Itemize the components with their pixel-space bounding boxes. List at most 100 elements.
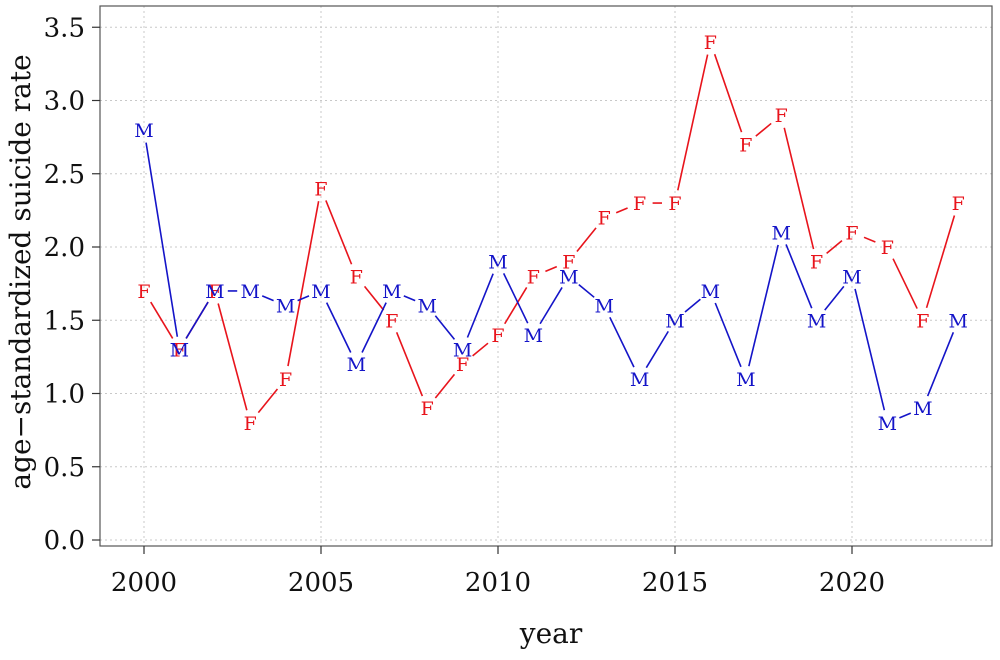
series-line-segment xyxy=(472,342,489,357)
series-line-segment xyxy=(403,295,416,302)
y-tick-label: 1.5 xyxy=(44,306,85,336)
x-tick-label: 2010 xyxy=(465,568,531,598)
y-tick-label: 3.0 xyxy=(44,87,85,117)
series-line-segment xyxy=(361,302,387,353)
series-line-segment xyxy=(185,301,209,339)
series-line-segment xyxy=(713,53,743,133)
data-point-m: M xyxy=(807,310,826,332)
y-axis-title: age−standardized suicide rate xyxy=(4,54,37,489)
data-point-f: F xyxy=(775,105,788,127)
y-tick-label: 0.5 xyxy=(44,453,85,483)
series-line-segment xyxy=(217,303,248,411)
data-point-f: F xyxy=(881,237,894,259)
data-point-m: M xyxy=(842,266,861,288)
data-point-m: M xyxy=(771,222,790,244)
series-line-segment xyxy=(150,301,174,339)
series-line-segment xyxy=(892,258,918,309)
series-line-segment xyxy=(504,287,528,325)
data-point-f: F xyxy=(350,266,363,288)
data-point-m: M xyxy=(948,310,967,332)
y-tick-label: 0.0 xyxy=(44,526,85,556)
x-tick-label: 2005 xyxy=(288,568,354,598)
data-point-m: M xyxy=(665,310,684,332)
data-point-f: F xyxy=(810,252,823,274)
series-line-segment xyxy=(714,302,742,368)
series-line-segment xyxy=(287,201,320,367)
grid-lines xyxy=(100,6,992,546)
data-point-f: F xyxy=(668,193,681,215)
x-tick-label: 2015 xyxy=(642,568,708,598)
series-line-segment xyxy=(261,295,274,302)
data-point-m: M xyxy=(240,281,259,303)
data-point-f: F xyxy=(208,281,221,303)
data-point-m: M xyxy=(205,281,224,303)
data-point-m: M xyxy=(630,369,649,391)
series-line-segment xyxy=(785,244,813,309)
series-line-segment xyxy=(502,273,529,324)
series-line-segment xyxy=(926,332,955,397)
data-point-f: F xyxy=(845,222,858,244)
data-point-f: F xyxy=(562,252,575,274)
y-tick-label: 2.5 xyxy=(44,160,85,190)
data-point-f: F xyxy=(633,193,646,215)
series-line-segment xyxy=(325,302,352,353)
series-line-segment xyxy=(434,373,456,399)
data-point-f: F xyxy=(739,134,752,156)
data-point-m: M xyxy=(453,340,472,362)
data-point-f: F xyxy=(527,266,540,288)
x-axis: 2000 2005 2010 2015 2020 xyxy=(111,546,885,598)
series-line-segment xyxy=(677,54,709,191)
data-point-m: M xyxy=(701,281,720,303)
series-line-segment xyxy=(645,330,669,369)
data-point-m: M xyxy=(347,354,366,376)
x-axis-title: year xyxy=(519,617,583,650)
data-point-f: F xyxy=(598,208,611,230)
data-point-f: F xyxy=(456,354,469,376)
plot-frame xyxy=(99,5,993,547)
data-point-f: F xyxy=(314,178,327,200)
data-point-m: M xyxy=(559,266,578,288)
series-line-segment xyxy=(539,287,563,325)
series-line-segment xyxy=(576,227,597,253)
series-line-segment xyxy=(609,316,635,368)
series-line-segment xyxy=(395,332,424,397)
data-point-m: M xyxy=(417,296,436,318)
series-line-segment xyxy=(826,240,843,254)
y-axis: 0.0 0.5 1.0 1.5 2.0 2.5 3.0 3.5 xyxy=(44,13,100,556)
series-line-segment xyxy=(854,288,886,411)
series-line-segment xyxy=(925,215,956,309)
y-tick-label: 2.0 xyxy=(44,233,85,263)
series-line-segment xyxy=(325,200,353,265)
data-point-m: M xyxy=(594,296,613,318)
series-line-segment xyxy=(363,285,385,311)
data-point-f: F xyxy=(173,340,186,362)
series-line-segment xyxy=(545,265,558,273)
data-point-f: F xyxy=(421,398,434,420)
series-line-segment xyxy=(748,244,779,367)
data-point-m: M xyxy=(276,296,295,318)
series-line-segment xyxy=(257,388,279,414)
series-line-segment xyxy=(578,283,595,298)
data-point-f: F xyxy=(704,32,717,54)
data-point-f: F xyxy=(491,325,504,347)
x-tick-label: 2020 xyxy=(819,568,885,598)
series-line-segment xyxy=(145,142,179,337)
x-tick-label: 2000 xyxy=(111,568,177,598)
series-line-segment xyxy=(783,127,815,250)
series-line-segment xyxy=(684,298,701,313)
data-point-m: M xyxy=(170,340,189,362)
series-line-segment xyxy=(863,236,876,243)
data-point-m: M xyxy=(878,413,897,435)
data-point-m: M xyxy=(382,281,401,303)
data-point-f: F xyxy=(279,369,292,391)
series-line-segment xyxy=(466,273,494,338)
series-line-segment xyxy=(755,122,772,137)
series-line-segment xyxy=(824,285,845,311)
data-point-m: M xyxy=(311,281,330,303)
data-point-m: M xyxy=(488,252,507,274)
data-point-f: F xyxy=(244,413,257,435)
data-point-f: F xyxy=(952,193,965,215)
